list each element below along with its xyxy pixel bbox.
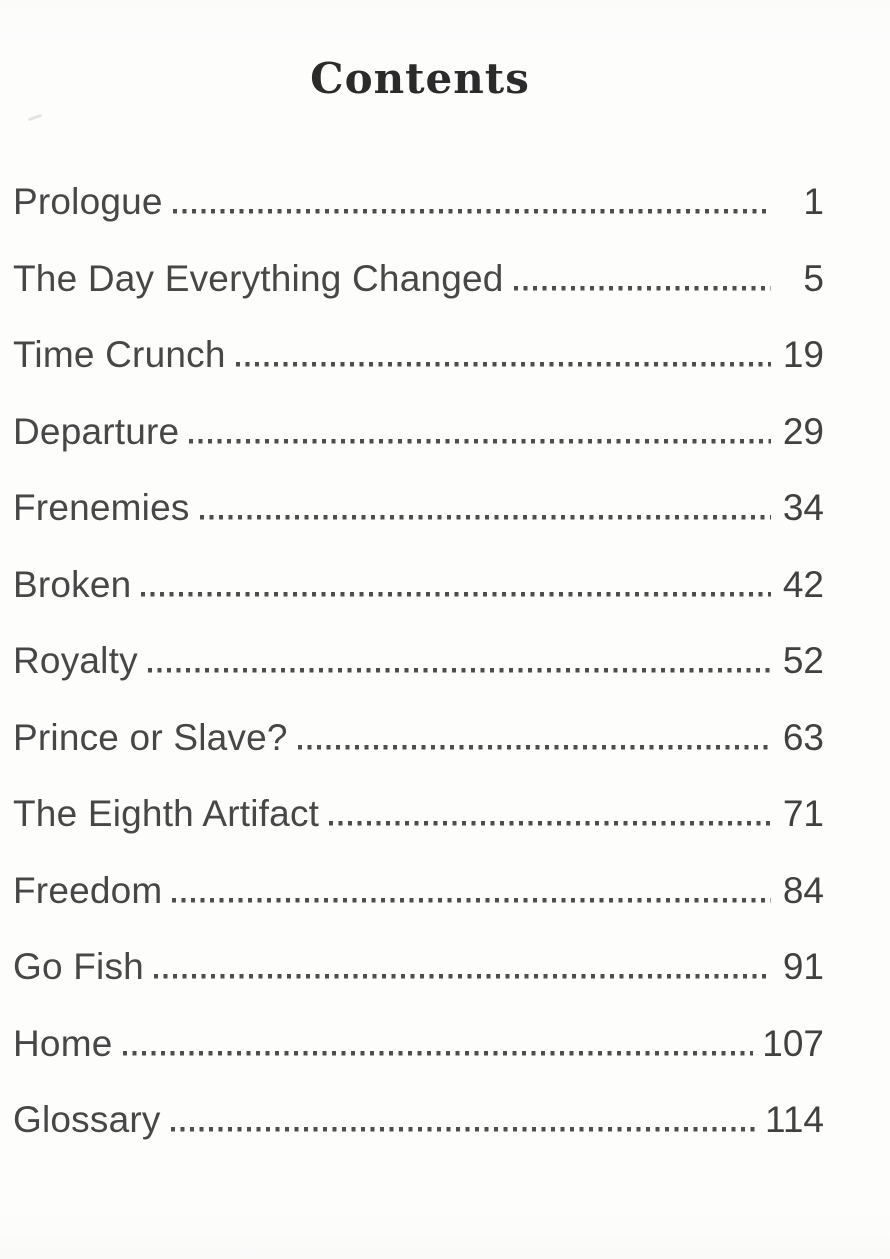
chapter-title: Time Crunch bbox=[13, 334, 226, 376]
chapter-title: The Day Everything Changed bbox=[13, 257, 504, 299]
page-number: 42 bbox=[782, 563, 824, 605]
toc-entry: Go Fish 91 bbox=[13, 929, 824, 1006]
dot-leader bbox=[172, 183, 771, 222]
chapter-title: Prologue bbox=[13, 181, 163, 223]
scan-artifact bbox=[27, 113, 43, 122]
chapter-title: The Eighth Artifact bbox=[13, 793, 320, 835]
page-number: 29 bbox=[782, 410, 824, 452]
chapter-title: Departure bbox=[13, 410, 180, 452]
toc-entry: The Eighth Artifact 71 bbox=[13, 776, 824, 853]
chapter-title: Frenemies bbox=[13, 487, 190, 529]
toc-entry: The Day Everything Changed 5 bbox=[13, 241, 824, 318]
toc-entry: Prologue 1 bbox=[13, 164, 824, 241]
dot-leader bbox=[153, 948, 771, 987]
toc-entry: Time Crunch 19 bbox=[13, 317, 824, 394]
toc-entry: Prince or Slave? 63 bbox=[13, 700, 824, 777]
chapter-title: Glossary bbox=[13, 1099, 161, 1141]
toc-entry: Frenemies 34 bbox=[13, 470, 824, 547]
dot-leader bbox=[235, 336, 771, 375]
page-number: 84 bbox=[782, 869, 824, 911]
chapter-title: Royalty bbox=[13, 640, 138, 682]
page-number: 91 bbox=[782, 946, 824, 988]
chapter-title: Prince or Slave? bbox=[13, 716, 288, 758]
chapter-title: Broken bbox=[13, 563, 132, 605]
page-number: 107 bbox=[762, 1022, 824, 1064]
page-number: 52 bbox=[782, 640, 824, 682]
page-number: 114 bbox=[765, 1099, 824, 1141]
chapter-title: Go Fish bbox=[13, 946, 144, 988]
chapter-title: Home bbox=[13, 1022, 113, 1064]
dot-leader bbox=[170, 1101, 756, 1140]
toc-entry: Freedom 84 bbox=[13, 853, 824, 930]
dot-leader bbox=[297, 718, 771, 757]
dot-leader bbox=[147, 642, 771, 681]
contents-title: Contents bbox=[310, 54, 530, 103]
dot-leader bbox=[513, 259, 771, 298]
page-number: 34 bbox=[782, 487, 824, 529]
dot-leader bbox=[329, 795, 771, 834]
page-number: 1 bbox=[803, 181, 824, 223]
dot-leader bbox=[199, 489, 771, 528]
table-of-contents: Prologue 1 The Day Everything Changed 5 … bbox=[0, 164, 890, 1159]
dot-leader bbox=[172, 871, 771, 910]
dot-leader bbox=[189, 412, 771, 451]
toc-entry: Glossary 114 bbox=[13, 1082, 824, 1159]
dot-leader bbox=[141, 565, 771, 604]
dot-leader bbox=[122, 1024, 754, 1063]
toc-entry: Home 107 bbox=[13, 1006, 824, 1083]
page-number: 5 bbox=[803, 257, 824, 299]
page-number: 63 bbox=[782, 716, 824, 758]
page-number: 71 bbox=[782, 793, 824, 835]
chapter-title: Freedom bbox=[13, 869, 163, 911]
toc-entry: Broken 42 bbox=[13, 547, 824, 624]
toc-entry: Royalty 52 bbox=[13, 623, 824, 700]
page-number: 19 bbox=[782, 334, 824, 376]
toc-entry: Departure 29 bbox=[13, 394, 824, 471]
